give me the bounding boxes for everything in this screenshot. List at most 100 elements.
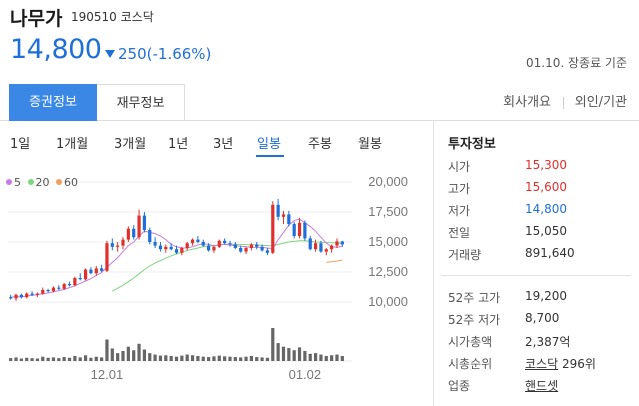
candle — [287, 210, 291, 227]
volume-bar — [324, 355, 328, 361]
candle — [330, 244, 334, 253]
info-row-prev: 전일 15,050 — [448, 224, 567, 240]
candle-body — [126, 228, 130, 240]
down-triangle-icon — [105, 50, 115, 58]
info-row-low: 저가 14,800 — [448, 202, 567, 218]
candle-body — [137, 215, 141, 238]
candle-body — [228, 243, 232, 245]
candle — [255, 242, 259, 250]
candle — [244, 246, 248, 254]
legend-item-ma60: 60 — [56, 176, 78, 189]
investment-info-title: 투자정보 — [448, 137, 496, 152]
volume-bar — [89, 357, 93, 361]
period-monthly[interactable]: 월봉 — [358, 137, 382, 152]
candle — [142, 212, 147, 233]
volume-bar — [41, 356, 45, 361]
volume-bar — [153, 354, 157, 361]
candle — [174, 245, 179, 254]
tab-financial-info[interactable]: 재무정보 — [97, 84, 185, 121]
tab-foreign-institution[interactable]: 외인/기관 — [574, 95, 627, 110]
volume-bar — [169, 355, 173, 361]
current-price: 14,800 — [10, 34, 102, 65]
volume-bar — [116, 353, 120, 361]
ma-legend: 5 20 60 — [6, 176, 78, 189]
period-1y[interactable]: 1년 — [168, 137, 189, 152]
x-tick-label: 12.01 — [91, 367, 124, 382]
candle-body — [19, 294, 23, 298]
candle-body — [116, 245, 120, 247]
volume-bar — [180, 355, 184, 361]
candle — [239, 245, 243, 253]
candle-body — [185, 243, 189, 248]
volume-bar — [212, 356, 216, 361]
candle-body — [41, 290, 45, 294]
candle — [249, 243, 253, 251]
volume-bar — [100, 357, 104, 361]
volume-bar — [281, 346, 286, 361]
volume-bar — [340, 355, 344, 361]
volume-bar — [303, 350, 307, 361]
candle — [233, 242, 237, 250]
candle — [212, 245, 216, 253]
candle-body — [201, 242, 205, 246]
tab-company-overview[interactable]: 회사개요 — [503, 95, 551, 110]
active-period-underline — [256, 155, 284, 157]
info-row-52w-high: 52주 고가 19,200 — [448, 289, 567, 305]
period-daily[interactable]: 일봉 — [257, 137, 281, 152]
legend-item-ma20: 20 — [27, 176, 50, 189]
candle-body — [57, 287, 61, 289]
volume-bar — [201, 356, 205, 361]
candle-body — [35, 293, 40, 295]
candle-body — [239, 248, 243, 252]
info-row-market-cap: 시가총액 2,387억 — [448, 335, 571, 349]
y-tick-label: 10,000 — [368, 294, 408, 309]
volume-bar — [330, 355, 334, 361]
market-link[interactable]: 코스닥 — [525, 357, 559, 371]
period-1m[interactable]: 1개월 — [56, 137, 89, 152]
candle — [180, 246, 184, 256]
period-3m[interactable]: 3개월 — [114, 137, 147, 152]
candle-body — [190, 239, 195, 244]
candle-body — [233, 244, 237, 248]
industry-link[interactable]: 핸드셋 — [525, 379, 559, 393]
volume-bar — [137, 343, 141, 361]
candle — [25, 292, 29, 299]
candle — [116, 242, 120, 252]
candle-body — [110, 243, 114, 247]
candle — [223, 238, 227, 245]
period-1d[interactable]: 1일 — [10, 137, 31, 152]
volume-bar — [62, 357, 66, 361]
candle — [67, 281, 72, 287]
volume-bar — [9, 358, 13, 361]
candle-body — [265, 250, 270, 253]
volume-bar — [249, 355, 253, 361]
y-tick-label: 20,000 — [368, 174, 408, 189]
volume-bar — [83, 355, 88, 361]
volume-bar — [217, 355, 221, 361]
volume-bar — [271, 328, 275, 361]
candle — [164, 244, 168, 253]
volume-bar — [25, 357, 29, 361]
candle-body — [196, 239, 200, 242]
volume-bar — [185, 354, 189, 361]
volume-bar — [223, 356, 227, 361]
volume-bar — [228, 356, 232, 361]
candle-body — [73, 278, 77, 286]
volume-bar — [105, 339, 109, 361]
candle-body — [9, 297, 13, 299]
candle — [105, 240, 109, 272]
candle-body — [174, 249, 179, 253]
volume-bar — [276, 343, 280, 361]
volume-bar — [14, 357, 18, 361]
candle — [319, 240, 323, 253]
tab-stock-info[interactable]: 증권정보 — [9, 84, 97, 121]
price-change-value: 250(-1.66%) — [118, 45, 212, 63]
info-row-open: 시가 15,300 — [448, 158, 567, 174]
candle-body — [121, 239, 125, 246]
volume-bar — [46, 357, 50, 361]
period-3y[interactable]: 3년 — [213, 137, 234, 152]
candle — [260, 244, 264, 252]
volume-bar — [313, 353, 318, 361]
period-weekly[interactable]: 주봉 — [308, 137, 332, 152]
candle-body — [308, 238, 312, 250]
